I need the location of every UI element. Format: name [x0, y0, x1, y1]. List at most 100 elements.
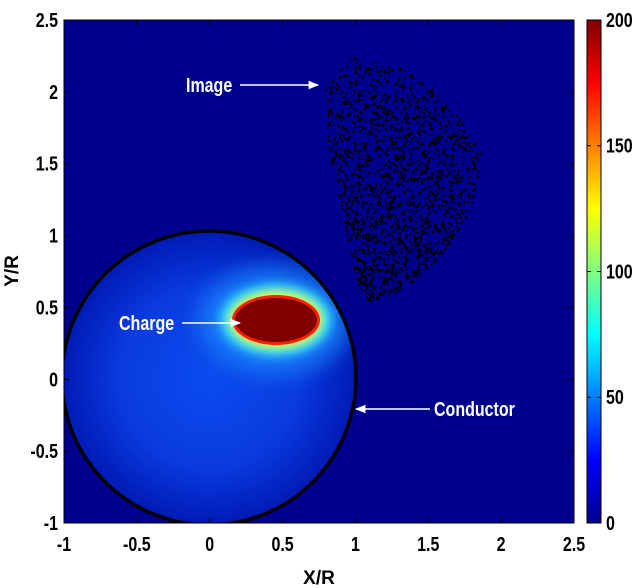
image-point	[375, 65, 378, 69]
image-point	[386, 110, 389, 113]
image-point	[355, 58, 358, 61]
image-point	[402, 85, 406, 89]
image-point	[375, 184, 378, 187]
image-point	[358, 102, 361, 105]
image-point	[427, 151, 431, 154]
image-point	[413, 78, 416, 81]
image-point	[349, 206, 352, 210]
image-point	[388, 165, 391, 169]
image-point	[341, 200, 344, 204]
image-point	[404, 265, 407, 268]
image-point	[444, 246, 447, 249]
image-point	[375, 104, 378, 107]
image-point	[327, 122, 330, 125]
image-point	[377, 188, 380, 191]
image-point	[403, 77, 406, 80]
x-tick-label: 1	[351, 533, 360, 555]
image-point	[419, 273, 422, 276]
image-point	[344, 150, 347, 154]
image-point	[412, 116, 415, 119]
image-point	[358, 67, 362, 71]
image-point	[458, 227, 461, 230]
image-point	[382, 268, 385, 272]
image-point	[397, 147, 401, 150]
image-point	[450, 224, 453, 227]
image-point	[373, 222, 376, 225]
image-point	[353, 141, 356, 145]
image-point	[327, 135, 331, 139]
image-point	[472, 162, 475, 166]
image-point	[433, 182, 437, 186]
image-point	[335, 83, 339, 86]
image-point	[329, 146, 332, 150]
image-point	[437, 134, 441, 138]
image-point	[456, 230, 459, 233]
image-point	[404, 114, 407, 117]
image-point	[344, 220, 347, 223]
image-point	[468, 133, 471, 136]
image-point	[465, 216, 468, 220]
image-point	[350, 184, 354, 188]
image-point	[445, 201, 449, 205]
image-point	[346, 233, 349, 236]
image-point	[407, 208, 411, 212]
image-point	[425, 231, 428, 234]
image-point	[353, 56, 357, 60]
image-point	[390, 125, 394, 129]
image-point	[426, 247, 429, 251]
image-point	[368, 171, 371, 175]
image-point	[392, 142, 396, 146]
image-point	[341, 115, 344, 119]
image-point	[434, 242, 437, 245]
image-point	[409, 88, 413, 91]
image-point	[400, 182, 403, 186]
image-point	[456, 115, 459, 118]
image-point	[408, 103, 412, 107]
image-point	[360, 260, 363, 263]
x-tick-label: 0	[205, 533, 214, 555]
image-point	[385, 174, 388, 178]
image-point	[355, 237, 358, 241]
image-point	[447, 212, 450, 215]
image-point	[416, 244, 419, 248]
image-point	[448, 230, 452, 234]
image-point	[452, 142, 456, 146]
image-point	[442, 204, 445, 208]
image-point	[374, 209, 377, 212]
image-point	[449, 242, 452, 245]
image-point	[387, 172, 391, 176]
image-point	[378, 201, 382, 205]
image-point	[406, 162, 410, 166]
image-point	[404, 229, 407, 232]
image-point	[365, 142, 368, 145]
image-point	[355, 196, 359, 199]
image-point	[379, 83, 383, 86]
image-point	[381, 230, 385, 233]
image-point	[427, 110, 430, 113]
image-point	[368, 203, 372, 206]
image-point	[419, 237, 423, 240]
image-point	[438, 229, 442, 233]
image-point	[361, 177, 364, 180]
image-point	[413, 244, 417, 248]
image-point	[422, 178, 426, 182]
image-point	[381, 140, 384, 142]
image-point	[356, 152, 359, 155]
image-point	[440, 221, 443, 224]
image-point	[435, 259, 438, 262]
image-point	[422, 130, 425, 134]
image-point	[366, 104, 370, 107]
image-point	[384, 163, 388, 166]
image-point	[328, 107, 332, 110]
image-point	[366, 212, 369, 214]
image-point	[393, 254, 396, 257]
image-point	[359, 235, 362, 238]
image-point	[337, 99, 340, 101]
image-point	[452, 201, 455, 204]
image-point	[388, 191, 391, 194]
image-point	[395, 288, 399, 291]
image-point	[391, 200, 395, 204]
image-point	[464, 137, 467, 140]
image-point	[391, 230, 395, 234]
image-point	[413, 270, 416, 273]
